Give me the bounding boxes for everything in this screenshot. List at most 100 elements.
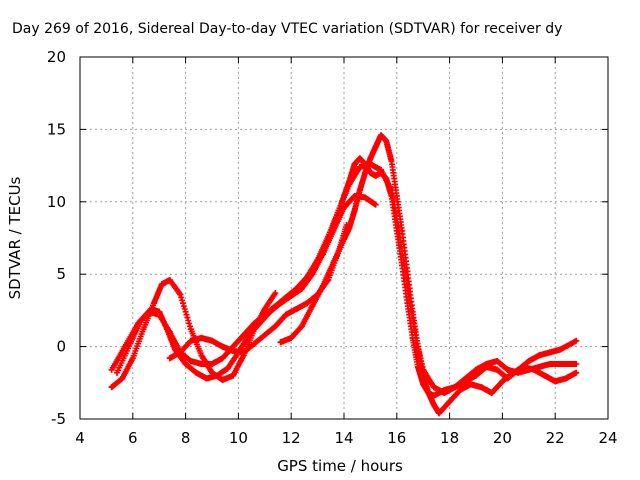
data-point [414,363,421,370]
x-tick-label: 22 [546,429,565,447]
data-point [198,361,205,367]
data-point [378,169,384,176]
data-point [230,372,237,379]
data-point [121,343,128,350]
data-point [367,155,374,162]
data-point [209,361,215,367]
data-point [309,303,316,310]
data-point [224,365,231,372]
data-point [515,366,522,373]
data-point [187,358,194,365]
data-point [166,355,173,362]
data-point [156,311,163,318]
data-point [182,361,189,367]
data-point [114,369,120,376]
data-point [346,178,353,185]
data-point [251,340,258,347]
data-point [240,332,247,338]
data-point [166,329,173,336]
data-point [193,369,200,376]
data-point [494,358,501,365]
data-point [135,320,142,327]
data-point [399,227,406,234]
data-point [451,384,458,391]
data-point [504,366,511,373]
data-point [546,361,553,367]
y-axis-label: SDTVAR / TECUs [6,176,24,299]
data-point [230,347,237,354]
data-point [383,138,390,144]
data-point [557,346,564,353]
data-points [108,132,580,417]
data-point [198,334,205,341]
data-point [383,175,390,182]
y-tick-label: 0 [56,338,66,356]
x-tick-label: 24 [598,429,617,447]
data-point [314,256,321,263]
data-point [409,334,416,341]
data-point [282,311,289,318]
data-point [473,372,479,379]
data-point [399,262,406,269]
data-point [573,337,580,344]
data-point [129,355,136,362]
data-point [298,323,305,330]
data-point [198,352,205,359]
series-track-6 [166,222,350,362]
data-point [356,164,363,170]
data-point [436,410,442,417]
y-tick-label: 10 [47,193,66,211]
x-tick-label: 10 [229,429,248,447]
data-point [388,193,395,199]
data-point [525,358,532,365]
data-point [499,378,506,385]
data-point [272,303,279,310]
data-point [272,290,279,296]
data-point [343,222,350,228]
data-point [145,308,152,315]
data-point [362,161,369,168]
data-point [488,389,495,396]
y-tick-label: 5 [56,265,66,283]
x-tick-label: 16 [387,429,406,447]
data-point [494,366,501,373]
data-point [483,363,490,370]
data-point [557,361,564,367]
data-point [393,227,400,234]
data-point [140,326,147,333]
x-tick-label: 4 [75,429,85,447]
x-tick-label: 12 [282,429,301,447]
data-point [573,361,580,367]
x-tick-label: 6 [128,429,138,447]
data-point [277,339,284,346]
data-point [261,311,268,318]
data-point [414,343,421,350]
data-point [446,398,453,405]
data-point [504,375,511,382]
y-tick-label: -5 [51,410,66,428]
data-point [166,277,173,283]
data-point [420,381,427,388]
data-point [388,158,395,165]
x-axis-label: GPS time / hours [277,457,403,475]
data-point [293,306,300,312]
data-point [319,250,326,257]
data-point [150,300,157,307]
data-point [288,334,295,341]
tick-labels: 4 6 8 10 12 14 16 18 20 22 24 -5 0 5 10 15 20 [47,48,618,447]
data-point [119,375,126,382]
chart-title: Day 269 of 2016, Sidereal Day-to-day VTE… [12,21,562,37]
data-point [351,207,358,214]
data-point [430,392,437,399]
data-point [240,349,247,356]
data-point [187,326,194,333]
data-point [209,337,215,344]
data-point [108,366,115,373]
data-point [304,274,310,281]
data-point [282,294,289,301]
data-point [272,323,279,330]
data-point [187,337,194,344]
data-point [372,143,379,150]
data-point [356,155,363,162]
data-point [457,387,464,393]
